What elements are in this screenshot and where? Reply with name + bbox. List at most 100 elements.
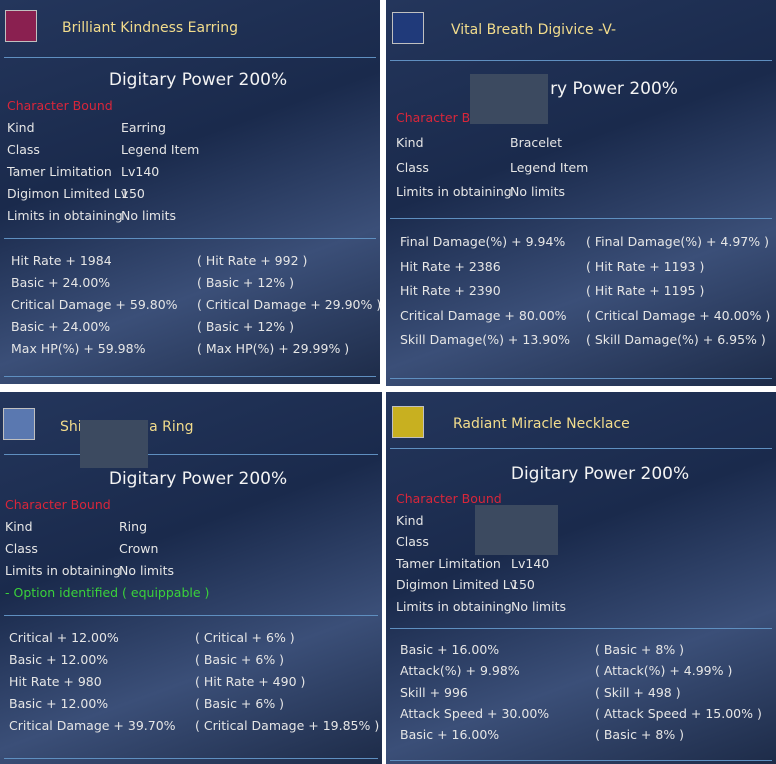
stat-right: ( Skill + 498 ) [595,684,681,700]
tooltip-panel [386,392,776,764]
redaction-box [80,420,148,468]
property-value: No limits [510,184,565,199]
stat-right: ( Basic + 8% ) [595,727,685,743]
stat-right: ( Final Damage(%) + 4.97% ) [586,234,769,249]
property-value: Ring [119,519,148,534]
property-value: Lv140 [511,555,550,571]
digitary-power: Digitary Power 200% [510,464,690,484]
property-key: Kind [5,519,33,534]
stat-left: Attack Speed + 30.00% [400,705,550,721]
stat-left: Basic + 24.00% [11,275,111,290]
stat-left: Final Damage(%) + 9.94% [400,234,566,249]
redaction-box [470,74,548,124]
item-icon [392,406,424,438]
item-icon [5,10,37,42]
property-value: Legend Item [510,159,589,175]
property-value: Bracelet [510,135,563,150]
stat-left: Hit Rate + 2390 [400,283,501,298]
bound-status: Character Bound [7,98,113,113]
stat-left: Basic + 16.00% [400,642,500,657]
property-key: Limits in obtaining [7,208,123,223]
stat-right: ( Hit Rate + 1195 ) [586,283,705,298]
bound-status: Character Bound [396,491,502,506]
tooltip-panel [386,0,776,386]
separator [4,454,378,455]
property-key: Kind [396,513,424,528]
property-key: Digimon Limited Lv [7,186,129,201]
property-value: Legend Item [121,142,200,157]
stat-left: Hit Rate + 1984 [11,253,112,268]
redaction-box [475,505,558,555]
stat-right: ( Basic + 8% ) [595,642,685,657]
option-note: - Option identified ( equippable ) [5,585,210,600]
digitary-power: ry Power 200% [550,79,678,99]
stat-left: Attack(%) + 9.98% [400,663,520,679]
stat-left: Basic + 12.00% [9,652,109,667]
stat-right: ( Basic + 12% ) [197,319,294,334]
stat-right: ( Hit Rate + 490 ) [195,674,306,689]
item-icon [392,12,424,44]
property-value: 150 [121,186,145,201]
separator [4,615,378,616]
property-value: Earring [121,120,166,135]
separator [4,758,378,759]
property-key: Tamer Limitation [396,555,501,571]
stat-right: ( Hit Rate + 992 ) [197,253,308,268]
stat-left: Basic + 24.00% [11,319,111,334]
separator [4,57,376,58]
property-key: Limits in obtaining [5,563,121,578]
property-value: No limits [511,598,566,614]
stat-right: ( Attack(%) + 4.99% ) [595,663,733,679]
stat-left: Critical Damage + 80.00% [400,307,567,323]
property-key: Tamer Limitation [7,164,112,179]
stat-right: ( Basic + 6% ) [195,696,285,711]
separator [390,628,772,629]
separator [390,448,772,449]
stat-left: Skill Damage(%) + 13.90% [400,332,571,347]
item-name: Radiant Miracle Necklace [453,416,630,432]
stat-left: Skill + 996 [400,684,468,700]
stat-left: Basic + 16.00% [400,727,500,743]
stat-right: ( Critical + 6% ) [195,630,295,645]
property-key: Class [396,159,429,175]
property-key: Digimon Limited Lv [396,577,518,593]
stat-left: Basic + 12.00% [9,696,109,711]
stat-right: ( Attack Speed + 15.00% ) [595,705,762,721]
stat-right: ( Critical Damage + 29.90% ) [197,297,382,312]
stat-left: Critical Damage + 59.80% [11,297,178,312]
bound-status: Character Bc [396,110,478,125]
stat-right: ( Skill Damage(%) + 6.95% ) [586,332,766,347]
property-key: Kind [7,120,35,135]
stat-left: Hit Rate + 2386 [400,258,501,274]
item-name: Vital Breath Digivice -V- [451,22,617,38]
stat-right: ( Critical Damage + 19.85% ) [195,718,380,733]
item-name: Brilliant Kindness Earring [62,20,239,36]
digitary-power: Digitary Power 200% [108,70,288,90]
separator [390,60,772,61]
stat-right: ( Basic + 6% ) [195,652,285,667]
property-value: No limits [121,208,176,223]
stat-right: ( Max HP(%) + 29.99% ) [197,341,350,356]
stat-left: Critical Damage + 39.70% [9,718,176,733]
tooltip-panel [0,0,380,384]
property-value: Lv140 [121,164,160,179]
digitary-power: Digitary Power 200% [108,469,288,489]
separator [390,378,772,379]
property-value: 150 [511,577,535,593]
property-key: Limits in obtaining [396,598,512,614]
separator [4,238,376,239]
property-value: No limits [119,563,174,578]
separator [390,760,772,761]
property-key: Class [5,541,38,556]
stat-left: Critical + 12.00% [9,630,119,645]
stat-right: ( Basic + 12% ) [197,275,294,290]
property-key: Kind [396,135,424,150]
item-icon [3,408,35,440]
separator [390,218,772,219]
property-key: Class [396,534,429,550]
stat-right: ( Critical Damage + 40.00% ) [586,307,771,323]
separator [4,376,376,377]
stat-right: ( Hit Rate + 1193 ) [586,258,705,274]
property-key: Class [7,142,40,157]
